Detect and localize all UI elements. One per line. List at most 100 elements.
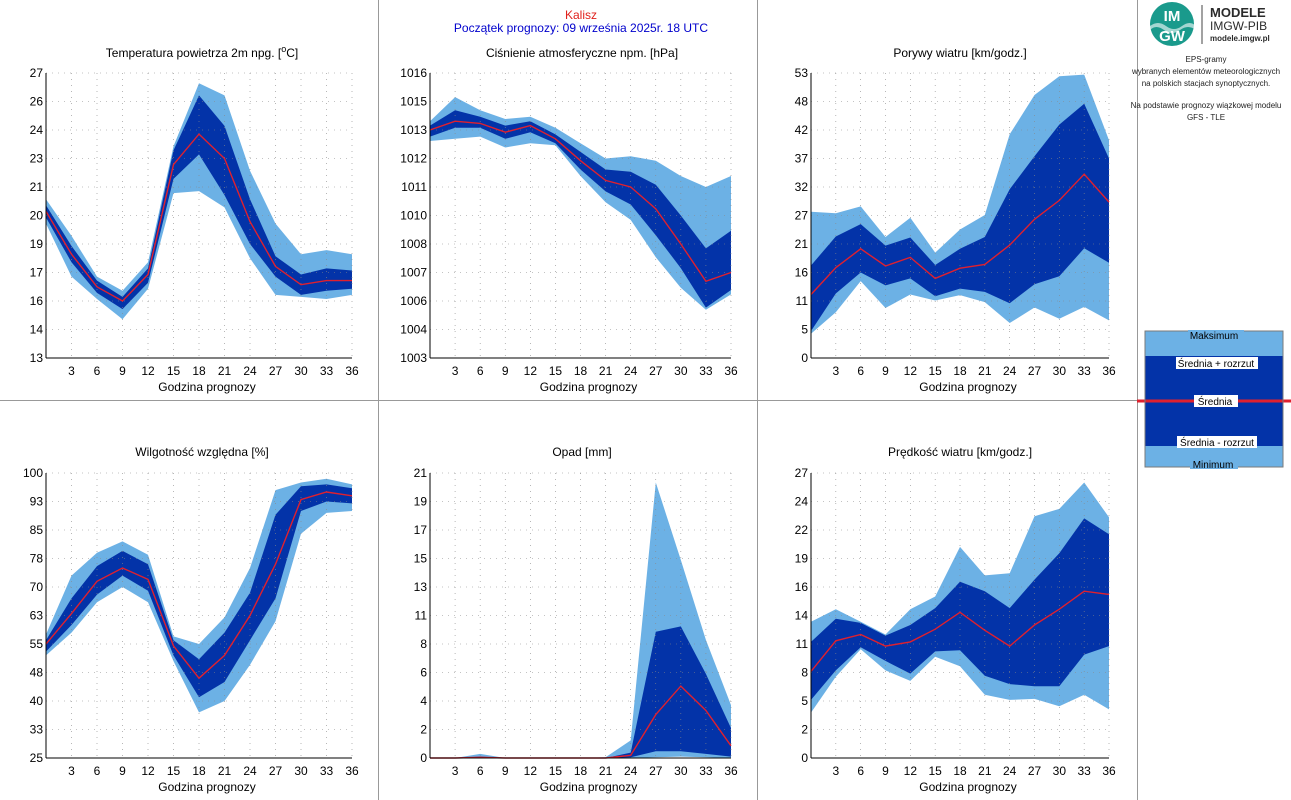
- x-tick-label: 12: [904, 764, 918, 778]
- x-tick-label: 36: [1102, 364, 1116, 378]
- chart-humidity: Wilgotność względna [%]25334048556370788…: [23, 445, 359, 794]
- band-mean-spread: [46, 484, 352, 698]
- x-tick-label: 36: [345, 364, 359, 378]
- y-tick-label: 17: [30, 266, 44, 280]
- chart-wind-speed: Prędkość wiatru [km/godz.] 0 2 5 8 11 14 16 19 22…: [795, 445, 1116, 794]
- x-tick-label: 9: [502, 764, 509, 778]
- y-tick-label: 1010: [400, 209, 427, 223]
- y-tick-label: 78: [30, 552, 44, 566]
- imgw-logo: IM GW MODELE IMGW-PIB modele.imgw.pl: [1150, 2, 1270, 46]
- y-tick-label: 42: [795, 123, 809, 137]
- y-tick-label: 19: [30, 237, 44, 251]
- y-tick-label: 33: [30, 723, 44, 737]
- y-tick-label: 70: [30, 580, 44, 594]
- mean-line: [810, 173, 1110, 295]
- x-tick-label: 3: [68, 364, 75, 378]
- y-tick-label: 21: [414, 466, 428, 480]
- x-tick-label: 18: [953, 364, 967, 378]
- x-tick-label: 6: [477, 364, 484, 378]
- y-tick-label: 15: [414, 552, 428, 566]
- x-tick-label: 30: [1053, 764, 1067, 778]
- y-tick-label: 16: [795, 580, 809, 594]
- grid: [46, 72, 353, 358]
- band-mean-spread: [811, 518, 1109, 700]
- x-tick-label: 15: [928, 764, 942, 778]
- y-tick-label: 24: [795, 495, 809, 509]
- x-tick-label: 33: [699, 764, 713, 778]
- band-mean-spread: [430, 110, 731, 308]
- x-tick-label: 24: [624, 764, 638, 778]
- y-tick-label: 11: [796, 294, 809, 308]
- y-tick-label: 16: [30, 294, 44, 308]
- x-tick-label: 36: [724, 764, 738, 778]
- mean-line: [810, 590, 1110, 672]
- y-tick-label: 21: [795, 237, 809, 251]
- chart-title: Temperatura powietrza 2m npg. [oC]: [106, 44, 298, 60]
- forecast-start: Początek prognozy: 09 września 2025r. 18…: [454, 21, 708, 35]
- x-tick-label: 18: [574, 764, 588, 778]
- chart-title: Ciśnienie atmosferyczne npm. [hPa]: [486, 46, 678, 60]
- description-line-1: EPS-gramy: [1186, 55, 1227, 64]
- y-tick-label: 19: [795, 552, 809, 566]
- y-tick-label: 13: [30, 351, 44, 365]
- x-tick-label: 12: [524, 764, 538, 778]
- x-tick-label: 21: [978, 364, 992, 378]
- y-tick-label: 1012: [400, 152, 427, 166]
- x-tick-label: 27: [269, 764, 283, 778]
- y-tick-label: 8: [801, 666, 808, 680]
- y-tick-label: 1003: [400, 351, 427, 365]
- x-tick-label: 6: [857, 764, 864, 778]
- y-tick-label: 8: [420, 637, 427, 651]
- y-tick-label: 14: [30, 323, 44, 337]
- legend-min: Minimum: [1193, 460, 1234, 471]
- x-axis-label: Godzina prognozy: [158, 780, 255, 794]
- y-tick-label: 16: [795, 266, 809, 280]
- x-tick-label: 9: [882, 764, 889, 778]
- description-line-2: wybranych elementów meteorologicznych: [1131, 67, 1280, 76]
- product-description: EPS-gramy wybranych elementów meteorolog…: [1131, 55, 1282, 122]
- y-tick-label: 40: [30, 694, 44, 708]
- x-tick-label: 30: [674, 764, 688, 778]
- x-axis-label: Godzina prognozy: [158, 380, 255, 394]
- y-tick-label: 26: [30, 95, 44, 109]
- description-line-5: Na podstawie prognozy wiązkowej modelu: [1131, 101, 1282, 110]
- x-tick-label: 24: [1003, 364, 1017, 378]
- grid: [430, 472, 732, 758]
- chart-title: Porywy wiatru [km/godz.]: [893, 46, 1026, 60]
- x-tick-label: 33: [1077, 364, 1091, 378]
- y-tick-label: 5: [801, 694, 808, 708]
- description-line-6: GFS - TLE: [1187, 113, 1225, 122]
- y-tick-label: 1016: [400, 66, 427, 80]
- y-tick-label: 27: [30, 66, 44, 80]
- chart-title: Opad [mm]: [552, 445, 611, 459]
- x-tick-label: 3: [452, 764, 459, 778]
- y-tick-label: 0: [801, 351, 808, 365]
- chart-title: Prędkość wiatru [km/godz.]: [888, 445, 1032, 459]
- mean-line: [429, 120, 732, 283]
- x-tick-label: 36: [1102, 764, 1116, 778]
- x-tick-label: 15: [167, 364, 181, 378]
- x-tick-label: 6: [857, 364, 864, 378]
- y-tick-label: 85: [30, 523, 44, 537]
- description-line-3: na polskich stacjach synoptycznych.: [1142, 79, 1271, 88]
- y-tick-label: 13: [414, 580, 428, 594]
- x-tick-label: 6: [477, 764, 484, 778]
- mean-line: [45, 491, 353, 680]
- x-tick-label: 12: [141, 764, 155, 778]
- logo-title: MODELE: [1210, 5, 1266, 20]
- x-tick-label: 3: [832, 364, 839, 378]
- x-tick-label: 27: [649, 364, 663, 378]
- x-tick-label: 12: [904, 364, 918, 378]
- x-tick-label: 33: [699, 364, 713, 378]
- x-tick-label: 27: [269, 364, 283, 378]
- x-tick-label: 15: [549, 364, 563, 378]
- x-axis-label: Godzina prognozy: [919, 380, 1016, 394]
- y-tick-label: 27: [795, 209, 809, 223]
- x-tick-label: 12: [141, 364, 155, 378]
- y-tick-label: 24: [30, 123, 44, 137]
- x-tick-label: 15: [549, 764, 563, 778]
- y-tick-label: 55: [30, 637, 44, 651]
- x-tick-label: 9: [502, 364, 509, 378]
- y-tick-label: 23: [30, 152, 44, 166]
- y-tick-label: 48: [30, 666, 44, 680]
